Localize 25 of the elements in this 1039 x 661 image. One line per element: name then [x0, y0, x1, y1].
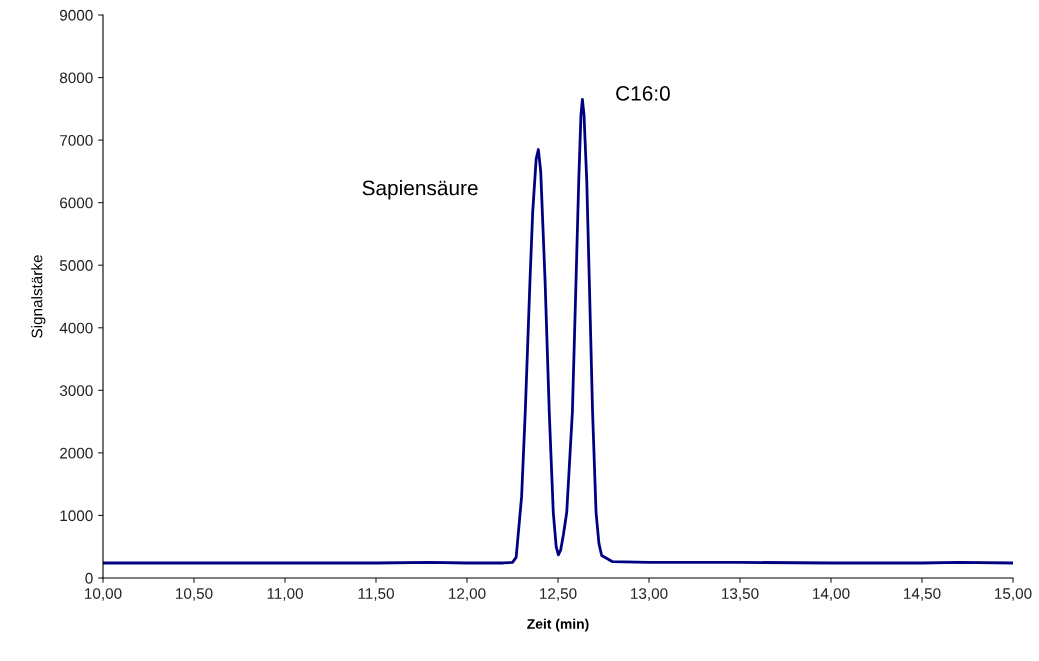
y-tick-label: 9000 [60, 9, 93, 21]
x-tick-label: 12,00 [449, 588, 486, 601]
y-tick-label: 6000 [60, 197, 93, 209]
y-tick-label: 8000 [59, 72, 93, 84]
y-tick-label: 7000 [60, 134, 93, 146]
x-tick-label: 14,00 [813, 588, 850, 601]
x-tick-label: 11,00 [267, 588, 303, 601]
x-tick-label: 13,00 [631, 588, 668, 601]
annotation: Sapiensäure [362, 180, 478, 200]
x-tick-label: 10,00 [85, 588, 122, 601]
y-tick-label: 3000 [59, 385, 93, 397]
x-tick-label: 14,50 [904, 588, 941, 601]
x-tick-label: 10,50 [176, 588, 213, 601]
y-axis-title: Signalstärke [31, 255, 46, 338]
annotation: C16:0 [616, 86, 670, 101]
x-tick-label: 12,50 [540, 588, 577, 601]
x-axis-title: Zeit (min) [527, 618, 589, 632]
y-tick-label: 2000 [60, 447, 93, 459]
y-tick-label: 4000 [59, 322, 93, 334]
y-tick-label: 0 [85, 572, 93, 584]
x-tick-label: 11,50 [358, 588, 394, 601]
y-tick-label: 5000 [59, 260, 93, 271]
x-tick-label: 13,50 [722, 588, 759, 601]
y-tick-label: 1000 [60, 510, 93, 522]
x-tick-label: 15,00 [995, 588, 1032, 601]
